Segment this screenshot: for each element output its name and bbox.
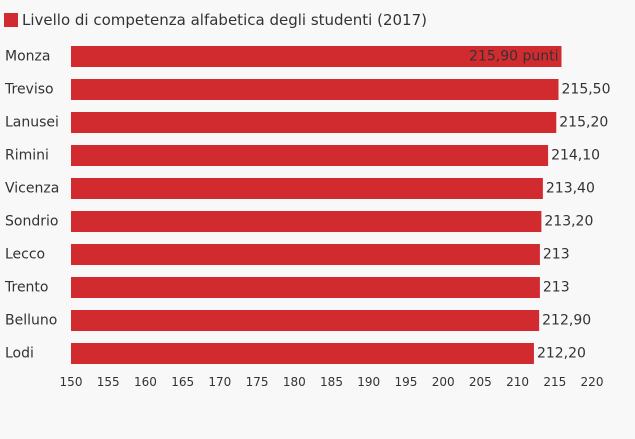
- category-label: Treviso: [4, 82, 54, 98]
- x-tick-label: 190: [357, 375, 380, 389]
- bar-trento: [71, 277, 540, 298]
- bar-monza: [71, 46, 562, 67]
- bar-rimini: [71, 145, 549, 166]
- bar-belluno: [71, 310, 540, 331]
- category-label: Sondrio: [5, 214, 58, 230]
- value-label: 213: [543, 280, 570, 296]
- x-tick-label: 160: [134, 375, 157, 389]
- category-label: Trento: [4, 280, 48, 296]
- x-tick-label: 185: [320, 375, 343, 389]
- value-label: 215,50: [562, 82, 611, 98]
- value-label: 212,20: [537, 346, 586, 362]
- legend-label: Livello di competenza alfabetica degli s…: [22, 11, 427, 29]
- x-tick-label: 205: [469, 375, 492, 389]
- value-label: 215,90 punti: [469, 49, 558, 65]
- x-tick-label: 150: [60, 375, 83, 389]
- category-label: Lanusei: [5, 115, 59, 131]
- x-tick-label: 180: [283, 375, 306, 389]
- bar-vicenza: [71, 178, 543, 199]
- category-label: Rimini: [5, 148, 49, 164]
- x-tick-label: 215: [543, 375, 566, 389]
- category-label: Vicenza: [5, 181, 59, 197]
- x-tick-label: 165: [171, 375, 194, 389]
- x-tick-label: 175: [246, 375, 269, 389]
- category-label: Belluno: [5, 313, 57, 329]
- value-label: 213,20: [544, 214, 593, 230]
- value-label: 215,20: [559, 115, 608, 131]
- category-label: Monza: [5, 49, 50, 65]
- bar-lecco: [71, 244, 540, 265]
- value-label: 213: [543, 247, 570, 263]
- category-label: Lecco: [5, 247, 45, 263]
- bar-lodi: [71, 343, 534, 364]
- bar-treviso: [71, 79, 559, 100]
- x-tick-label: 155: [97, 375, 120, 389]
- x-tick-label: 200: [432, 375, 455, 389]
- bar-lanusei: [71, 112, 557, 133]
- value-label: 214,10: [551, 148, 600, 164]
- bar-sondrio: [71, 211, 542, 232]
- x-tick-label: 210: [506, 375, 529, 389]
- x-tick-label: 220: [581, 375, 604, 389]
- value-label: 212,90: [542, 313, 591, 329]
- x-tick-label: 195: [394, 375, 417, 389]
- category-label: Lodi: [5, 346, 34, 362]
- legend-swatch: [4, 13, 18, 27]
- x-tick-label: 170: [208, 375, 231, 389]
- chart-legend: Livello di competenza alfabetica degli s…: [4, 10, 427, 30]
- value-label: 213,40: [546, 181, 595, 197]
